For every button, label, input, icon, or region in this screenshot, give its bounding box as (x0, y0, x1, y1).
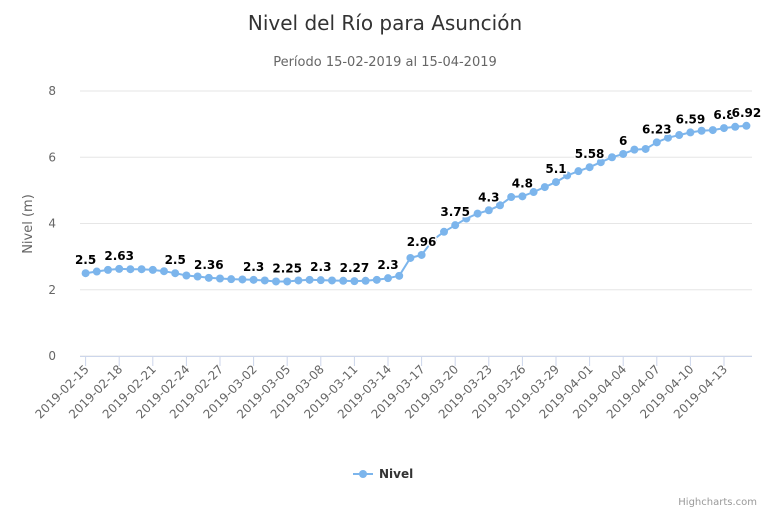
legend[interactable]: Nivel (353, 467, 413, 481)
data-point[interactable] (272, 277, 280, 286)
data-label: 2.3 (377, 258, 398, 272)
data-point[interactable] (440, 227, 448, 236)
data-point[interactable] (529, 188, 538, 197)
data-label: 5.58 (575, 147, 605, 161)
data-point[interactable] (552, 178, 560, 187)
data-point[interactable] (596, 158, 605, 167)
data-point[interactable] (294, 276, 303, 285)
data-point[interactable] (731, 122, 740, 131)
data-point[interactable] (384, 274, 392, 283)
data-point[interactable] (608, 153, 616, 162)
data-point[interactable] (406, 253, 415, 262)
data-point[interactable] (574, 167, 583, 176)
data-label: 2.3 (310, 260, 331, 274)
data-label: 6.23 (642, 122, 672, 136)
data-point[interactable] (339, 276, 348, 285)
data-label: 3.75 (440, 205, 470, 219)
data-point[interactable] (328, 276, 336, 285)
data-point[interactable] (283, 277, 292, 286)
data-point[interactable] (462, 214, 471, 223)
data-point[interactable] (316, 276, 325, 285)
data-label: 2.5 (165, 253, 186, 267)
series-nivel[interactable] (81, 121, 751, 286)
data-point[interactable] (395, 271, 404, 280)
credits-link[interactable]: Highcharts.com (678, 497, 757, 508)
data-point[interactable] (182, 271, 191, 280)
y-tick-label: 6 (48, 150, 56, 164)
data-labels: 2.5 2.63 2.5 2.36 2.3 2.25 2.3 2.27 2.3 2.96 3.75 4… (73, 104, 762, 277)
data-point[interactable] (372, 275, 381, 284)
data-point[interactable] (204, 273, 213, 282)
data-label: 2.27 (340, 261, 370, 275)
data-point[interactable] (686, 128, 695, 137)
data-point[interactable] (675, 131, 684, 140)
data-point[interactable] (417, 250, 426, 259)
data-point[interactable] (518, 192, 527, 201)
data-label: 2.5 (75, 253, 96, 267)
x-axis-ticks: 2019-02-152019-02-182019-02-212019-02-24… (33, 356, 730, 421)
data-point[interactable] (92, 267, 101, 276)
data-point[interactable] (160, 267, 168, 276)
data-point[interactable] (619, 149, 628, 158)
data-label: 2.25 (272, 261, 302, 275)
data-point[interactable] (496, 201, 504, 210)
data-point[interactable] (563, 171, 572, 180)
data-point[interactable] (641, 144, 650, 153)
data-point[interactable] (361, 276, 370, 285)
data-point[interactable] (260, 276, 269, 285)
data-point[interactable] (227, 275, 236, 284)
data-label: 5.1 (545, 162, 566, 176)
data-label: 6 (619, 134, 627, 148)
data-point[interactable] (708, 126, 717, 135)
data-point[interactable] (193, 272, 202, 281)
data-point[interactable] (742, 121, 751, 130)
data-point[interactable] (137, 265, 146, 274)
data-label: 4.3 (478, 190, 499, 204)
chart-title: Nivel del Río para Asunción (248, 11, 522, 35)
data-point[interactable] (585, 163, 594, 172)
data-label: 2.96 (407, 235, 437, 249)
data-point[interactable] (630, 145, 639, 154)
data-point[interactable] (350, 277, 359, 286)
chart-subtitle: Período 15-02-2019 al 15-04-2019 (273, 55, 497, 70)
data-point[interactable] (216, 274, 224, 283)
data-point[interactable] (305, 275, 314, 284)
y-axis-label: Nivel (m) (21, 194, 36, 254)
data-point[interactable] (652, 138, 661, 147)
data-point[interactable] (238, 275, 247, 284)
data-point[interactable] (126, 265, 135, 274)
data-point[interactable] (451, 221, 460, 230)
data-point[interactable] (81, 269, 90, 278)
data-point[interactable] (249, 275, 258, 284)
y-tick-label: 2 (48, 283, 56, 297)
data-point[interactable] (664, 133, 672, 142)
data-point[interactable] (473, 209, 482, 218)
data-point[interactable] (171, 269, 180, 278)
data-point[interactable] (507, 193, 516, 201)
data-label: 6.92 (732, 106, 762, 120)
data-label: 2.3 (243, 260, 264, 274)
data-label: 2.36 (194, 258, 224, 272)
data-point[interactable] (148, 265, 157, 274)
data-point[interactable] (115, 264, 124, 273)
data-point[interactable] (697, 126, 706, 135)
data-point[interactable] (428, 236, 437, 245)
data-point[interactable] (720, 124, 728, 133)
data-label: 6.8 (713, 108, 734, 122)
y-tick-label: 0 (48, 349, 56, 363)
data-point[interactable] (484, 206, 493, 215)
y-tick-label: 8 (48, 84, 56, 98)
data-label: 6.59 (676, 112, 706, 126)
y-axis-ticks: 0 2 4 6 8 (48, 84, 56, 363)
y-tick-label: 4 (48, 217, 56, 231)
data-label: 4.8 (512, 176, 533, 190)
legend-label-nivel[interactable]: Nivel (379, 467, 413, 481)
data-point[interactable] (540, 183, 549, 192)
legend-marker-icon (359, 470, 367, 478)
data-point[interactable] (104, 265, 112, 274)
data-label: 2.63 (104, 249, 134, 263)
